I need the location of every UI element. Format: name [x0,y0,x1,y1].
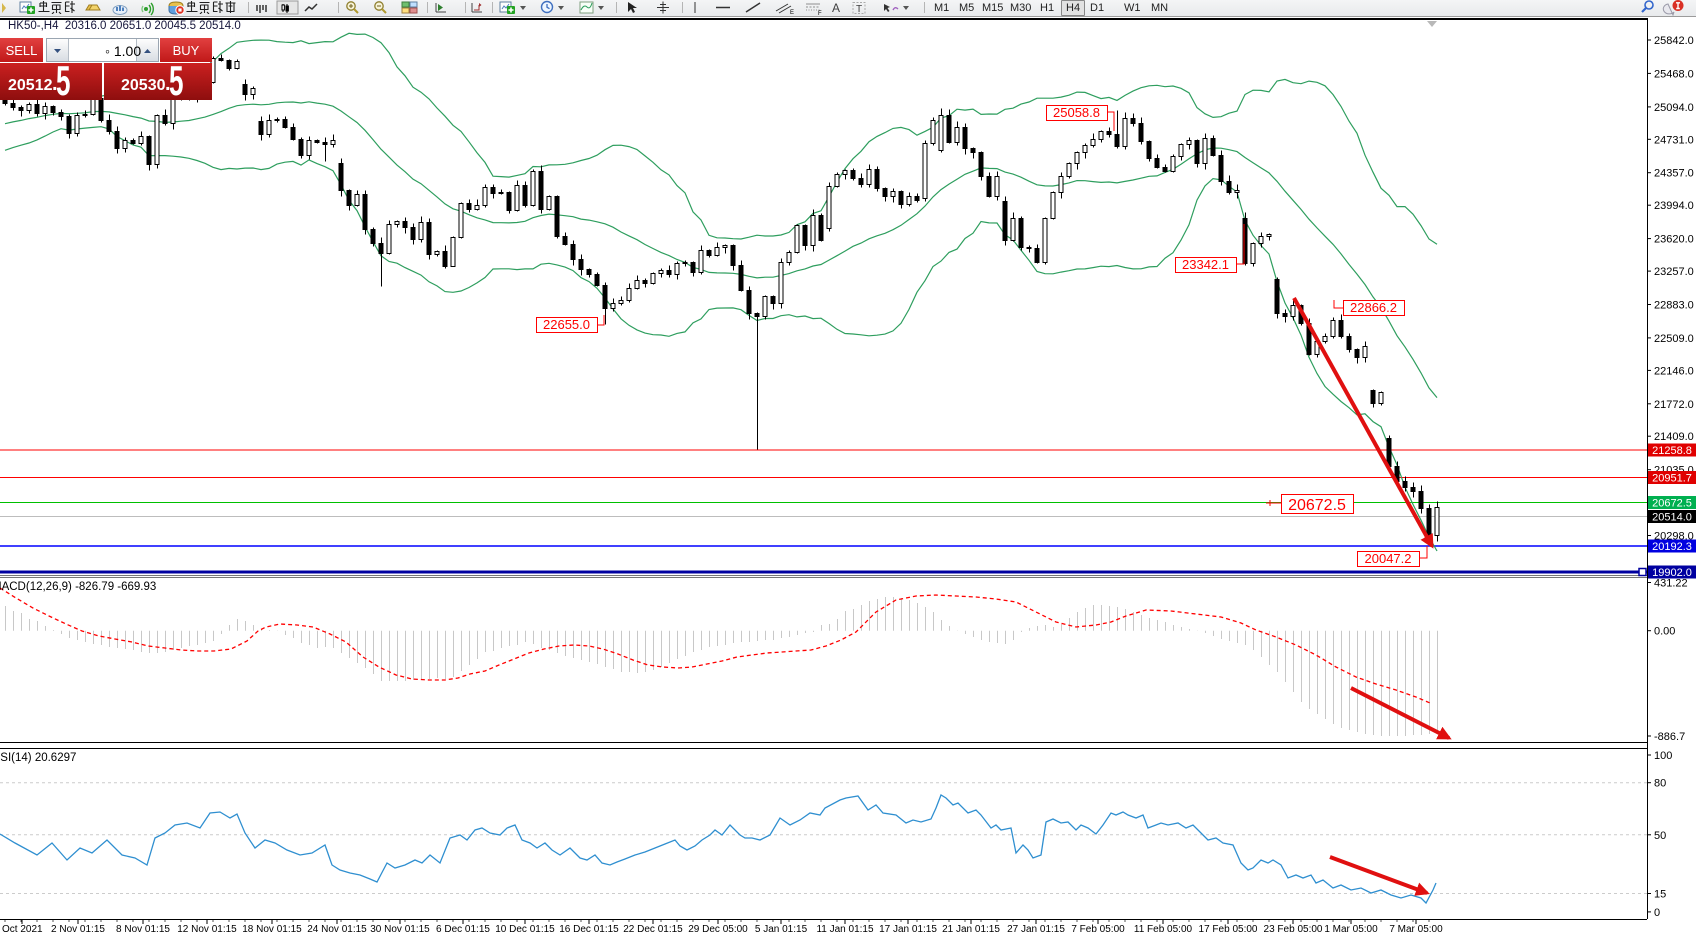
svg-text:E: E [790,10,794,16]
svg-text:20514.0: 20514.0 [1652,512,1692,524]
svg-text:100: 100 [1654,750,1672,762]
svg-text:0.00: 0.00 [1654,626,1675,638]
svg-text:22509.0: 22509.0 [1654,333,1694,345]
svg-text:21 Jan 01:15: 21 Jan 01:15 [942,924,1000,935]
svg-text:-886.7: -886.7 [1654,731,1685,743]
svg-text:23 Feb 05:00: 23 Feb 05:00 [1264,924,1323,935]
svg-text:A: A [832,1,840,15]
svg-text:F: F [818,11,822,16]
svg-text:7 Feb 05:00: 7 Feb 05:00 [1071,924,1125,935]
svg-text:10 Dec 01:15: 10 Dec 01:15 [495,924,555,935]
svg-text:20192.3: 20192.3 [1652,541,1692,553]
svg-text:25468.0: 25468.0 [1654,68,1694,80]
svg-text:24 Nov 01:15: 24 Nov 01:15 [307,924,367,935]
svg-text:25094.0: 25094.0 [1654,102,1694,114]
svg-text:20951.7: 20951.7 [1652,473,1692,485]
svg-text:8 Nov 01:15: 8 Nov 01:15 [116,924,170,935]
svg-text:24357.0: 24357.0 [1654,168,1694,180]
svg-text:1 Mar 05:00: 1 Mar 05:00 [1324,924,1378,935]
svg-text:T: T [856,4,862,15]
svg-text:25842.0: 25842.0 [1654,35,1694,47]
svg-text:11 Feb 05:00: 11 Feb 05:00 [1134,924,1193,935]
svg-text:21772.0: 21772.0 [1654,399,1694,411]
svg-text:0: 0 [1654,907,1660,919]
svg-text:23994.0: 23994.0 [1654,200,1694,212]
svg-text:21258.8: 21258.8 [1652,445,1692,457]
svg-text:27 Jan 01:15: 27 Jan 01:15 [1007,924,1065,935]
svg-text:5 Jan 01:15: 5 Jan 01:15 [755,924,808,935]
svg-text:16 Dec 01:15: 16 Dec 01:15 [559,924,619,935]
svg-text:21409.0: 21409.0 [1654,431,1694,443]
svg-text:30 Nov 01:15: 30 Nov 01:15 [370,924,430,935]
svg-text:23620.0: 23620.0 [1654,234,1694,246]
svg-text:24731.0: 24731.0 [1654,134,1694,146]
svg-text:50: 50 [1654,830,1666,842]
svg-text:20047.2: 20047.2 [1365,551,1412,566]
svg-text:25058.8: 25058.8 [1053,105,1100,120]
svg-text:Oct 2021: Oct 2021 [2,924,43,935]
svg-text:7 Mar 05:00: 7 Mar 05:00 [1389,924,1443,935]
svg-text:23342.1: 23342.1 [1182,257,1229,272]
svg-text:22 Dec 01:15: 22 Dec 01:15 [623,924,683,935]
svg-text:11 Jan 01:15: 11 Jan 01:15 [816,924,874,935]
svg-text:RSI(14) 20.6297: RSI(14) 20.6297 [0,752,76,764]
svg-text:6 Dec 01:15: 6 Dec 01:15 [436,924,490,935]
svg-text:23257.0: 23257.0 [1654,266,1694,278]
svg-text:12 Nov 01:15: 12 Nov 01:15 [177,924,237,935]
svg-text:19902.0: 19902.0 [1652,567,1692,579]
svg-text:17 Jan 01:15: 17 Jan 01:15 [879,924,937,935]
svg-text:20672.5: 20672.5 [1288,497,1346,514]
svg-text:22883.0: 22883.0 [1654,300,1694,312]
svg-text:17 Feb 05:00: 17 Feb 05:00 [1199,924,1258,935]
svg-text:MACD(12,26,9) -826.79 -669.93: MACD(12,26,9) -826.79 -669.93 [0,581,156,593]
svg-text:29 Dec 05:00: 29 Dec 05:00 [688,924,748,935]
svg-text:22655.0: 22655.0 [543,317,590,332]
svg-text:15: 15 [1654,889,1666,901]
svg-text:2 Nov 01:15: 2 Nov 01:15 [51,924,105,935]
svg-text:431.22: 431.22 [1654,578,1688,590]
svg-text:22866.2: 22866.2 [1350,300,1397,315]
svg-text:18 Nov 01:15: 18 Nov 01:15 [242,924,302,935]
svg-text:20672.5: 20672.5 [1652,498,1692,510]
svg-text:22146.0: 22146.0 [1654,365,1694,377]
svg-text:80: 80 [1654,778,1666,790]
